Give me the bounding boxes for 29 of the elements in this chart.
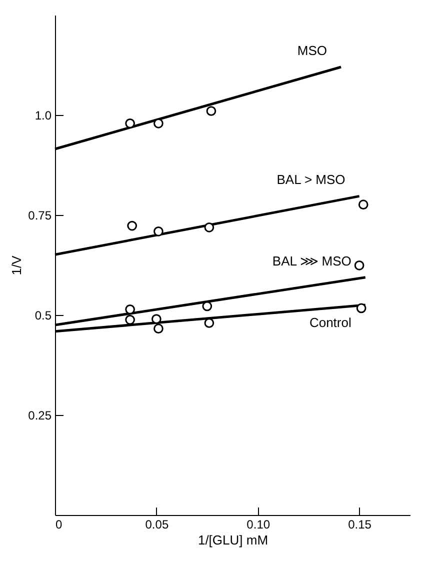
series-label: BAL > MSO bbox=[276, 172, 346, 188]
y-tick-label: 0.75 bbox=[28, 208, 52, 222]
point bbox=[154, 324, 164, 334]
point bbox=[358, 200, 368, 210]
point bbox=[125, 118, 135, 128]
x-tick-label: 0.15 bbox=[348, 518, 372, 532]
y-axis-title: 1/V bbox=[9, 255, 24, 276]
point bbox=[202, 301, 212, 312]
point bbox=[154, 226, 164, 236]
point bbox=[127, 220, 138, 231]
y-tick-label: 0.25 bbox=[28, 408, 52, 422]
point bbox=[154, 118, 164, 128]
series-label: Control bbox=[309, 315, 352, 330]
point bbox=[204, 318, 214, 328]
y-tick-label: 0.5 bbox=[34, 308, 52, 322]
point bbox=[356, 303, 366, 314]
series-label: BAL ⋙ MSO bbox=[272, 253, 352, 268]
x-tick-label: 0.10 bbox=[246, 518, 270, 532]
x-axis-title: 1/[GLU] mM bbox=[198, 532, 268, 548]
point bbox=[204, 222, 214, 232]
point bbox=[125, 314, 135, 325]
point bbox=[354, 260, 364, 270]
point bbox=[125, 304, 135, 314]
series-label: MSO bbox=[297, 43, 328, 58]
x-tick-label: 0 bbox=[56, 518, 62, 532]
x-tick-label: 0.05 bbox=[145, 518, 169, 532]
y-tick-label: 1.0 bbox=[34, 108, 52, 122]
point bbox=[151, 314, 162, 324]
point bbox=[206, 106, 216, 116]
